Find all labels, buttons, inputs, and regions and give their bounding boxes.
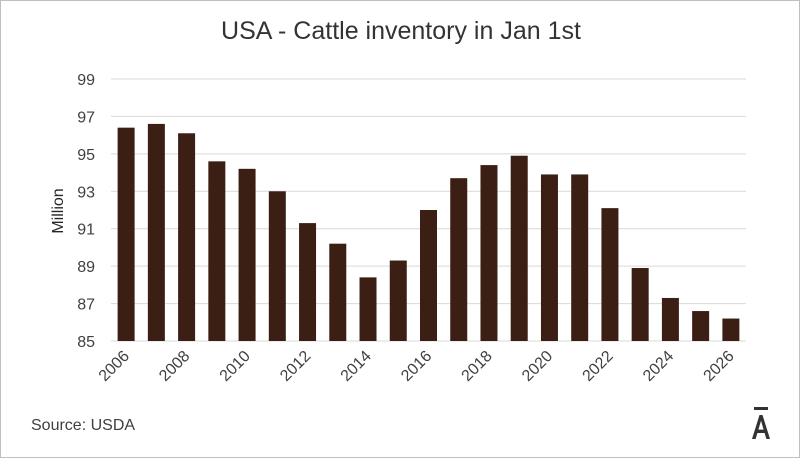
x-tick-label: 2024 [640, 348, 677, 385]
bar-2015 [389, 260, 407, 341]
y-tick-label: 97 [77, 109, 95, 126]
x-tick-label: 2006 [96, 348, 133, 385]
x-axis-ticks: 2006 2008 2010 2012 2014 2016 2018 2020 2022 2024… [96, 348, 738, 385]
chart-title: USA - Cattle inventory in Jan 1st [221, 17, 581, 45]
bar-2010 [238, 168, 256, 341]
bar-2006 [117, 127, 135, 342]
x-tick-label: 2014 [338, 348, 375, 385]
bar-2021 [571, 174, 589, 341]
bar-2011 [268, 191, 286, 341]
bar-2007 [147, 123, 165, 342]
logo-letter-a [752, 415, 770, 439]
bar-2025 [692, 311, 710, 341]
y-tick-label: 89 [77, 259, 95, 276]
bar-2026 [722, 318, 740, 341]
y-axis-label: Million [50, 188, 67, 233]
x-tick-label: 2022 [580, 348, 617, 385]
y-axis-ticks: 85 87 89 91 93 95 97 99 [77, 72, 95, 351]
brand-logo [752, 407, 770, 439]
bar-2024 [661, 297, 679, 341]
bar-2009 [208, 161, 226, 341]
y-tick-label: 93 [77, 184, 95, 201]
bar-2014 [359, 277, 377, 341]
bar-2013 [329, 243, 347, 341]
bar-2012 [299, 223, 317, 341]
bar-2008 [178, 133, 196, 341]
logo-macron [754, 407, 768, 410]
x-tick-label: 2026 [701, 348, 738, 385]
x-tick-label: 2008 [156, 348, 193, 385]
bar-2019 [510, 155, 528, 341]
x-tick-label: 2010 [217, 348, 254, 385]
bar-2020 [540, 174, 558, 341]
bar-2023 [631, 268, 649, 341]
y-tick-label: 95 [77, 147, 95, 164]
bar-2016 [420, 210, 437, 341]
bar-2017 [450, 178, 468, 341]
y-tick-label: 87 [77, 297, 95, 314]
bar-2022 [601, 208, 619, 341]
x-tick-label: 2018 [459, 348, 496, 385]
bar-2018 [480, 165, 498, 341]
bars [117, 123, 740, 342]
y-tick-label: 99 [77, 72, 95, 89]
source-note: Source: USDA [31, 417, 136, 434]
x-tick-label: 2020 [519, 348, 556, 385]
x-tick-label: 2016 [398, 348, 435, 385]
x-tick-label: 2012 [277, 348, 314, 385]
y-tick-label: 91 [77, 222, 95, 239]
y-tick-label: 85 [77, 334, 95, 351]
